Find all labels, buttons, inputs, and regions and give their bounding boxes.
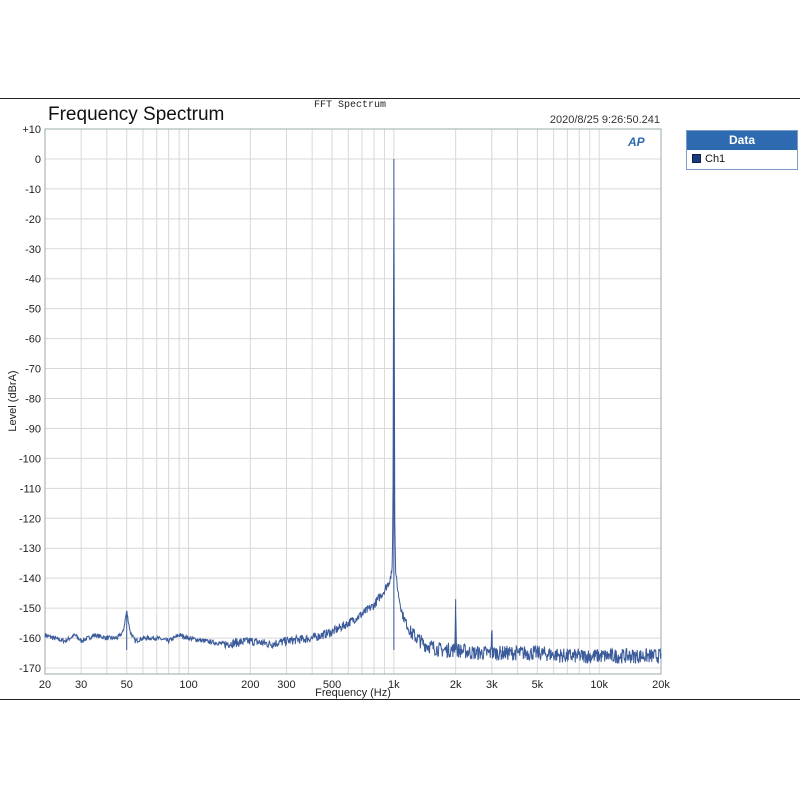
ap-logo-icon: AP	[628, 135, 645, 149]
y-tick-label: -20	[25, 214, 41, 226]
y-tick-label: -40	[25, 274, 41, 286]
legend-title: Data	[687, 131, 797, 150]
x-tick-label: 20	[39, 679, 51, 691]
y-tick-label: -80	[25, 394, 41, 406]
chart-title: Frequency Spectrum	[48, 104, 225, 125]
y-tick-label: -60	[25, 334, 41, 346]
y-tick-label: -100	[19, 453, 41, 465]
super-title: FFT Spectrum	[313, 100, 386, 111]
y-tick-label: +10	[22, 124, 41, 136]
x-tick-label: 200	[241, 679, 259, 691]
timestamp: 2020/8/25 9:26:50.241	[549, 114, 660, 126]
legend: Data Ch1	[686, 130, 798, 170]
y-tick-label: -90	[25, 423, 41, 435]
x-tick-label: 50	[121, 679, 133, 691]
y-tick-label: -120	[19, 513, 41, 525]
y-tick-label: -50	[25, 304, 41, 316]
x-tick-label: 500	[323, 679, 341, 691]
y-tick-label: 0	[35, 154, 41, 166]
series-line-ch1	[44, 158, 662, 664]
y-tick-label: -10	[25, 184, 41, 196]
y-tick-label: -70	[25, 364, 41, 376]
y-tick-label: -30	[25, 244, 41, 256]
legend-label: Ch1	[705, 153, 726, 165]
grid	[44, 128, 662, 674]
y-tick-label: -110	[20, 483, 41, 495]
x-axis-label: Frequency (Hz)	[315, 687, 391, 699]
x-tick-label: 30	[75, 679, 87, 691]
y-tick-label: -150	[19, 603, 41, 615]
x-tick-label: 1k	[388, 679, 400, 691]
x-tick-label: 2k	[450, 679, 462, 691]
x-tick-label: 3k	[486, 679, 498, 691]
y-ticks: +10 0 -10 -20 -30 -40 -50 -60 -70 -80 -90 -100 -110 -…	[19, 124, 41, 675]
y-tick-label: -130	[19, 543, 41, 555]
legend-swatch	[692, 154, 701, 163]
plot-area-border	[44, 128, 662, 675]
x-tick-label: 10k	[590, 679, 608, 691]
y-tick-label: -170	[19, 663, 41, 675]
x-tick-label: 5k	[532, 679, 544, 691]
x-tick-label: 100	[179, 679, 197, 691]
x-tick-label: 20k	[652, 679, 670, 691]
y-axis-label: Level (dBrA)	[7, 370, 19, 431]
x-tick-label: 300	[277, 679, 295, 691]
y-tick-label: -160	[19, 633, 41, 645]
legend-entry-ch1: Ch1	[687, 150, 797, 168]
y-tick-label: -140	[19, 573, 41, 585]
x-ticks: 20 30 50 100 200 300 500 1k 2k 3k 5k 10k 20k	[39, 679, 670, 691]
